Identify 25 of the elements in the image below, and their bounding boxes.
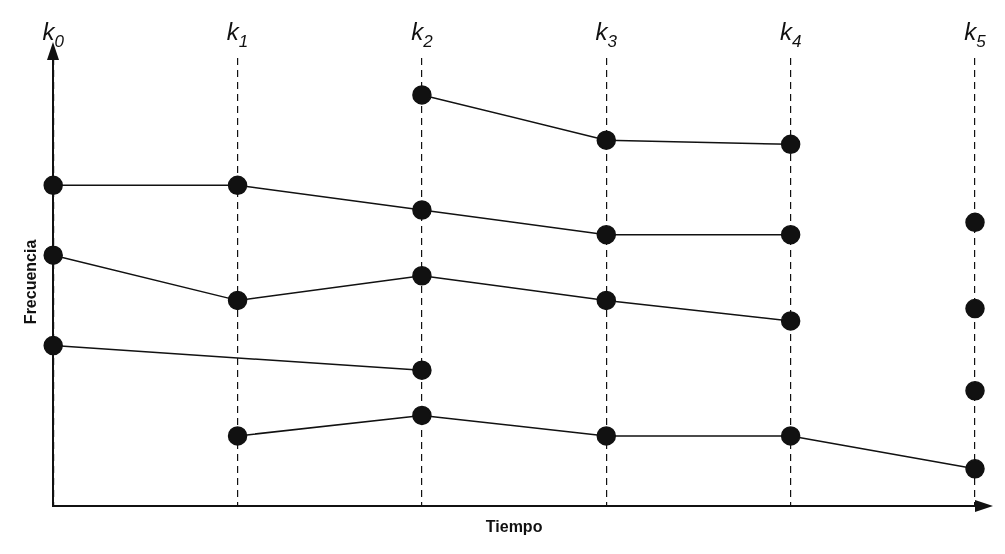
point xyxy=(596,426,617,446)
point xyxy=(412,405,432,426)
point xyxy=(412,360,432,380)
point xyxy=(965,212,985,233)
point xyxy=(412,200,432,220)
point xyxy=(780,426,801,446)
point xyxy=(43,335,63,356)
point xyxy=(412,85,432,105)
x-axis-title: Tiempo xyxy=(485,517,543,535)
point xyxy=(43,175,63,196)
point xyxy=(965,459,985,479)
point xyxy=(965,381,985,401)
point xyxy=(412,265,432,286)
point xyxy=(780,224,801,245)
point xyxy=(965,298,985,319)
point xyxy=(227,290,248,311)
point xyxy=(596,290,617,311)
point xyxy=(43,245,63,265)
point xyxy=(780,311,801,331)
y-axis-title: Frecuencia xyxy=(22,239,40,325)
point xyxy=(780,134,801,155)
point xyxy=(227,426,248,446)
point xyxy=(596,224,617,245)
point xyxy=(227,175,248,196)
point xyxy=(596,130,617,150)
